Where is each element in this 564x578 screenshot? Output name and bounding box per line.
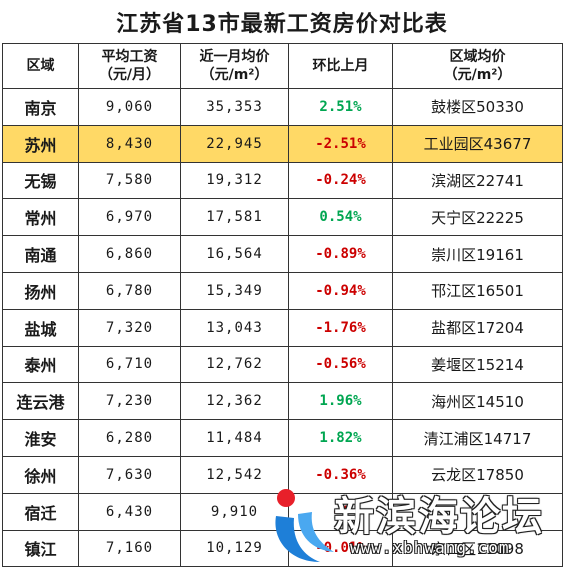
- table-row: 徐州 7,630 12,542 -0.36% 云龙区17850: [2, 455, 563, 494]
- district-cell: 天宁区22225: [392, 198, 563, 237]
- change-cell: -0.01%: [288, 529, 393, 568]
- table-row: 泰州 6,710 12,762 -0.56% 姜堰区15214: [2, 345, 563, 384]
- header-salary: 平均工资 （元/月）: [78, 43, 181, 89]
- table-row: 无锡 7,580 19,312 -0.24% 滨湖区22741: [2, 161, 563, 200]
- salary-cell: 7,230: [78, 382, 181, 421]
- salary-cell: 7,630: [78, 455, 181, 494]
- district-cell: 清江浦区14717: [392, 419, 563, 457]
- district-cell: 云龙区17850: [392, 455, 563, 494]
- city-cell: 扬州: [2, 271, 79, 310]
- salary-cell: 6,430: [78, 492, 181, 531]
- table-row: 淮安 6,280 11,484 1.82% 清江浦区14717: [2, 419, 563, 457]
- header-price: 近一月均价 （元/m²）: [180, 43, 289, 89]
- table-row: 苏州 8,430 22,945 -2.51% 工业园区43677: [2, 124, 563, 163]
- salary-cell: 6,860: [78, 235, 181, 273]
- change-cell: -2.51%: [288, 124, 393, 163]
- table-row: 扬州 6,780 15,349 -0.94% 邗江区16501: [2, 271, 563, 310]
- district-cell: 工业园区43677: [392, 124, 563, 163]
- table-row: 南通 6,860 16,564 -0.89% 崇川区19161: [2, 235, 563, 273]
- price-cell: 9,910: [180, 492, 289, 531]
- table-row: 镇江 7,160 10,129 -0.01% 京口区11098: [2, 529, 563, 568]
- price-cell: 22,945: [180, 124, 289, 163]
- change-cell: -0.56%: [288, 345, 393, 384]
- table-row: 南京 9,060 35,353 2.51% 鼓楼区50330: [2, 88, 563, 126]
- price-cell: 15,349: [180, 271, 289, 310]
- district-cell: 滨湖区22741: [392, 161, 563, 200]
- price-cell: 17,581: [180, 198, 289, 237]
- header-price-line1: 近一月均价: [199, 49, 270, 65]
- price-cell: 11,484: [180, 419, 289, 457]
- city-cell: 镇江: [2, 529, 79, 568]
- table-row: 宿迁 6,430 9,910 -4: [2, 492, 563, 531]
- header-district: 区域均价 （元/m²）: [392, 43, 563, 89]
- table-row: 连云港 7,230 12,362 1.96% 海州区14510: [2, 382, 563, 421]
- district-cell: 邗江区16501: [392, 271, 563, 310]
- district-cell: 京口区11098: [392, 529, 563, 568]
- header-region: 区域: [2, 43, 79, 89]
- city-cell: 无锡: [2, 161, 79, 200]
- district-cell: 海州区14510: [392, 382, 563, 421]
- salary-cell: 8,430: [78, 124, 181, 163]
- price-cell: 12,542: [180, 455, 289, 494]
- city-cell: 苏州: [2, 124, 79, 163]
- district-cell: 姜堰区15214: [392, 345, 563, 384]
- city-cell: 徐州: [2, 455, 79, 494]
- district-cell: [392, 492, 563, 531]
- table-row: 盐城 7,320 13,043 -1.76% 盐都区17204: [2, 308, 563, 347]
- price-cell: 13,043: [180, 308, 289, 347]
- city-cell: 南通: [2, 235, 79, 273]
- price-cell: 12,762: [180, 345, 289, 384]
- change-cell: 1.96%: [288, 382, 393, 421]
- header-district-line1: 区域均价: [449, 49, 506, 65]
- header-salary-line1: 平均工资: [101, 49, 158, 65]
- salary-cell: 9,060: [78, 88, 181, 126]
- city-cell: 常州: [2, 198, 79, 237]
- header-salary-line2: （元/月）: [98, 67, 161, 83]
- city-cell: 南京: [2, 88, 79, 126]
- salary-cell: 7,580: [78, 161, 181, 200]
- district-cell: 崇川区19161: [392, 235, 563, 273]
- price-cell: 19,312: [180, 161, 289, 200]
- salary-cell: 7,160: [78, 529, 181, 568]
- city-cell: 宿迁: [2, 492, 79, 531]
- table-header-row: 区域 平均工资 （元/月） 近一月均价 （元/m²） 环比上月 区域均价 （元/…: [2, 43, 563, 89]
- salary-cell: 6,710: [78, 345, 181, 384]
- city-cell: 淮安: [2, 419, 79, 457]
- change-cell: -0.36%: [288, 455, 393, 494]
- salary-cell: 6,780: [78, 271, 181, 310]
- header-district-line2: （元/m²）: [443, 67, 512, 83]
- price-cell: 12,362: [180, 382, 289, 421]
- city-cell: 盐城: [2, 308, 79, 347]
- salary-cell: 6,280: [78, 419, 181, 457]
- page-title: 江苏省13市最新工资房价对比表: [116, 11, 448, 37]
- change-cell: -4: [288, 492, 393, 531]
- salary-cell: 6,970: [78, 198, 181, 237]
- salary-cell: 7,320: [78, 308, 181, 347]
- change-cell: -0.89%: [288, 235, 393, 273]
- city-cell: 连云港: [2, 382, 79, 421]
- table-body: 南京 9,060 35,353 2.51% 鼓楼区50330 苏州 8,430 22,945-…: [2, 88, 563, 568]
- city-cell: 泰州: [2, 345, 79, 384]
- change-cell: -1.76%: [288, 308, 393, 347]
- change-cell: 1.82%: [288, 419, 393, 457]
- change-cell: 2.51%: [288, 88, 393, 126]
- table-row: 常州 6,970 17,581 0.54% 天宁区22225: [2, 198, 563, 237]
- price-cell: 16,564: [180, 235, 289, 273]
- price-cell: 35,353: [180, 88, 289, 126]
- change-cell: -0.24%: [288, 161, 393, 200]
- header-price-line2: （元/m²）: [200, 67, 269, 83]
- district-cell: 鼓楼区50330: [392, 88, 563, 126]
- change-cell: -0.94%: [288, 271, 393, 310]
- price-cell: 10,129: [180, 529, 289, 568]
- district-cell: 盐都区17204: [392, 308, 563, 347]
- change-cell: 0.54%: [288, 198, 393, 237]
- comparison-table: 区域 平均工资 （元/月） 近一月均价 （元/m²） 环比上月 区域均价 （元/…: [2, 43, 563, 568]
- header-mom: 环比上月: [288, 43, 393, 89]
